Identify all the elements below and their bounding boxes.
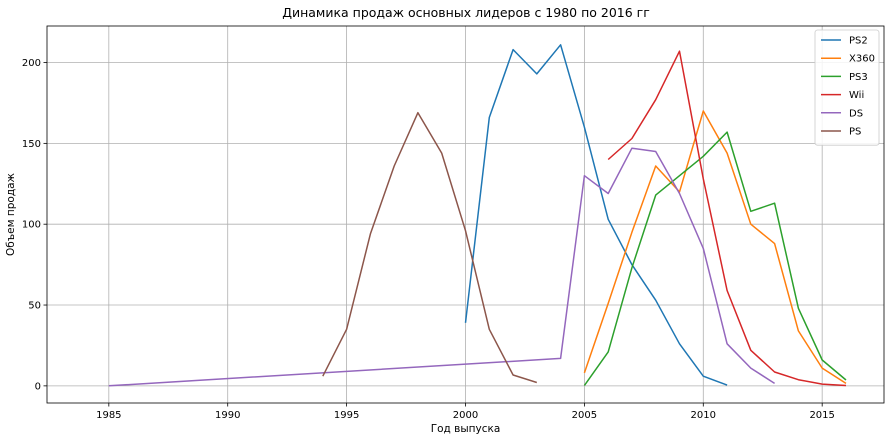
legend-box: [814, 29, 880, 146]
x-tick-label: 1995: [334, 410, 359, 421]
x-tick-label: 2000: [453, 410, 478, 421]
y-tick-label: 200: [22, 58, 41, 69]
x-axis-label: Год выпуска: [431, 423, 501, 435]
legend-label-x360: X360: [849, 54, 875, 65]
x-tick-label: 2005: [572, 410, 597, 421]
legend-label-ps2: PS2: [849, 36, 868, 47]
y-tick-label: 0: [35, 381, 41, 392]
legend-label-wii: Wii: [849, 90, 864, 101]
series-line-ps: [322, 111, 538, 384]
legend-label-ps3: PS3: [849, 72, 868, 83]
series-line-ps3: [583, 131, 847, 386]
series-line-wii: [607, 50, 847, 387]
x-tick-label: 2010: [691, 410, 716, 421]
legend-label-ds: DS: [849, 108, 863, 119]
x-tick-label: 1985: [96, 410, 121, 421]
legend: PS2 X360 PS3 Wii DS PS: [814, 29, 880, 146]
grid: [47, 26, 884, 403]
series-line-ps2: [464, 44, 728, 386]
series-line-ds: [108, 147, 776, 387]
y-axis-ticks: 0 50 100 150 200: [22, 58, 47, 392]
series-line-x360: [583, 110, 847, 385]
y-tick-label: 150: [22, 139, 41, 150]
x-tick-label: 2015: [809, 410, 834, 421]
chart-title: Динамика продаж основных лидеров с 1980 …: [282, 5, 650, 20]
y-axis-label: Объем продаж: [5, 172, 17, 256]
x-tick-label: 1990: [215, 410, 240, 421]
y-tick-label: 100: [22, 220, 41, 231]
legend-label-ps: PS: [849, 127, 861, 138]
series-layer: [108, 44, 847, 387]
y-tick-label: 50: [28, 301, 41, 312]
x-axis-ticks: 1985 1990 1995 2000 2005 2010 2015: [96, 403, 835, 421]
